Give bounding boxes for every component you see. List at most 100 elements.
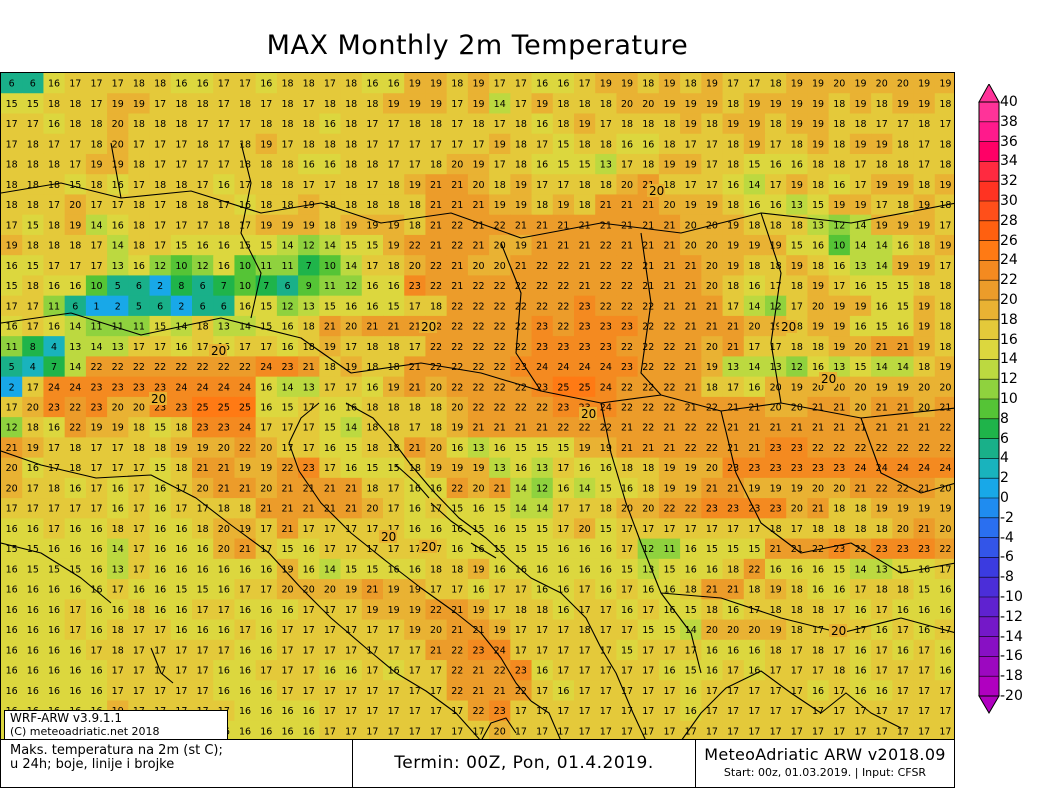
temperature-cell [680,174,702,196]
temperature-cell [128,255,151,277]
temperature-cell [871,255,893,277]
temperature-value: 23 [621,322,633,333]
temperature-value: 17 [876,605,888,616]
temperature-value: 7 [221,281,227,292]
temperature-cell [298,93,320,115]
temperature-cell [680,93,702,115]
temperature-value: 18 [154,119,166,130]
temperature-cell [828,174,851,196]
temperature-value: 14 [854,564,866,575]
temperature-cell [510,93,533,115]
temperature-cell [64,174,87,196]
temperature-value: 18 [897,200,909,211]
temperature-value: 17 [303,524,315,535]
temperature-value: 19 [833,322,845,333]
color-scale-bin [979,102,999,123]
temperature-value: 15 [663,564,675,575]
temperature-value: 16 [345,666,357,677]
temperature-cell [425,275,448,297]
temperature-value: 21 [621,200,633,211]
temperature-value: 23 [770,443,782,454]
temperature-value: 17 [451,585,463,596]
temperature-value: 17 [388,706,400,717]
temperature-value: 17 [494,160,506,171]
temperature-value: 20 [451,403,463,414]
temperature-value: 22 [494,322,506,333]
temperature-value: 14 [345,261,357,272]
color-scale-label: -2 [1000,509,1014,526]
temperature-value: 17 [90,99,102,110]
temperature-value: 23 [218,423,230,434]
temperature-cell [85,214,108,236]
temperature-value: 22 [642,342,654,353]
temperature-value: 19 [663,99,675,110]
temperature-value: 17 [600,119,612,130]
temperature-value: 18 [69,443,81,454]
temperature-value: 15 [557,139,569,150]
temperature-value: 18 [515,160,527,171]
temperature-value: 16 [748,645,760,656]
temperature-value: 17 [557,524,569,535]
temperature-value: 20 [663,200,675,211]
temperature-cell [786,194,809,216]
temperature-cell [786,133,809,155]
temperature-value: 19 [706,99,718,110]
temperature-cell [22,194,45,216]
temperature-value: 6 [200,301,206,312]
temperature-cell [743,194,766,216]
temperature-cell [404,153,427,175]
temperature-value: 18 [770,79,782,90]
temperature-value: 19 [791,79,803,90]
temperature-value: 22 [69,403,81,414]
temperature-value: 23 [600,342,612,353]
temperature-value: 17 [388,504,400,515]
temperature-value: 16 [112,220,124,231]
temperature-cell [276,73,299,94]
temperature-value: 22 [472,322,484,333]
temperature-value: 17 [770,342,782,353]
temperature-value: 2 [157,281,163,292]
temperature-value: 22 [451,241,463,252]
temperature-value: 17 [366,726,378,737]
temperature-value: 17 [770,666,782,677]
temperature-value: 16 [90,686,102,697]
temperature-value: 16 [451,544,463,555]
temperature-value: 17 [133,524,145,535]
temperature-value: 16 [939,585,951,596]
temperature-value: 18 [897,139,909,150]
temperature-value: 18 [515,139,527,150]
temperature-cell [340,194,363,216]
temperature-value: 16 [281,342,293,353]
temperature-value: 23 [197,423,209,434]
temperature-value: 13 [218,322,230,333]
temperature-cell [107,214,129,236]
temperature-value: 21 [621,443,633,454]
temperature-value: 15 [515,524,527,535]
temperature-cell [574,255,596,277]
temperature-value: 19 [918,504,930,515]
temperature-value: 18 [557,119,569,130]
temperature-value: 18 [345,139,357,150]
temperature-value: 17 [557,706,569,717]
temperature-value: 13 [494,463,506,474]
temperature-value: 21 [685,301,697,312]
temperature-value: 19 [685,483,697,494]
temperature-value: 6 [136,281,142,292]
temperature-value: 18 [897,585,909,596]
temperature-value: 17 [494,79,506,90]
temperature-value: 17 [727,706,739,717]
temperature-value: 11 [133,322,145,333]
temperature-value: 16 [90,564,102,575]
temperature-value: 20 [727,625,739,636]
temperature-value: 23 [918,544,930,555]
temperature-value: 23 [175,403,187,414]
temperature-value: 16 [494,443,506,454]
temperature-value: 18 [791,139,803,150]
temperature-value: 16 [706,564,718,575]
temperature-value: 22 [451,686,463,697]
temperature-value: 21 [770,423,782,434]
temperature-value: 14 [494,99,506,110]
temperature-value: 13 [770,362,782,373]
temperature-value: 16 [197,625,209,636]
temperature-value: 19 [876,382,888,393]
